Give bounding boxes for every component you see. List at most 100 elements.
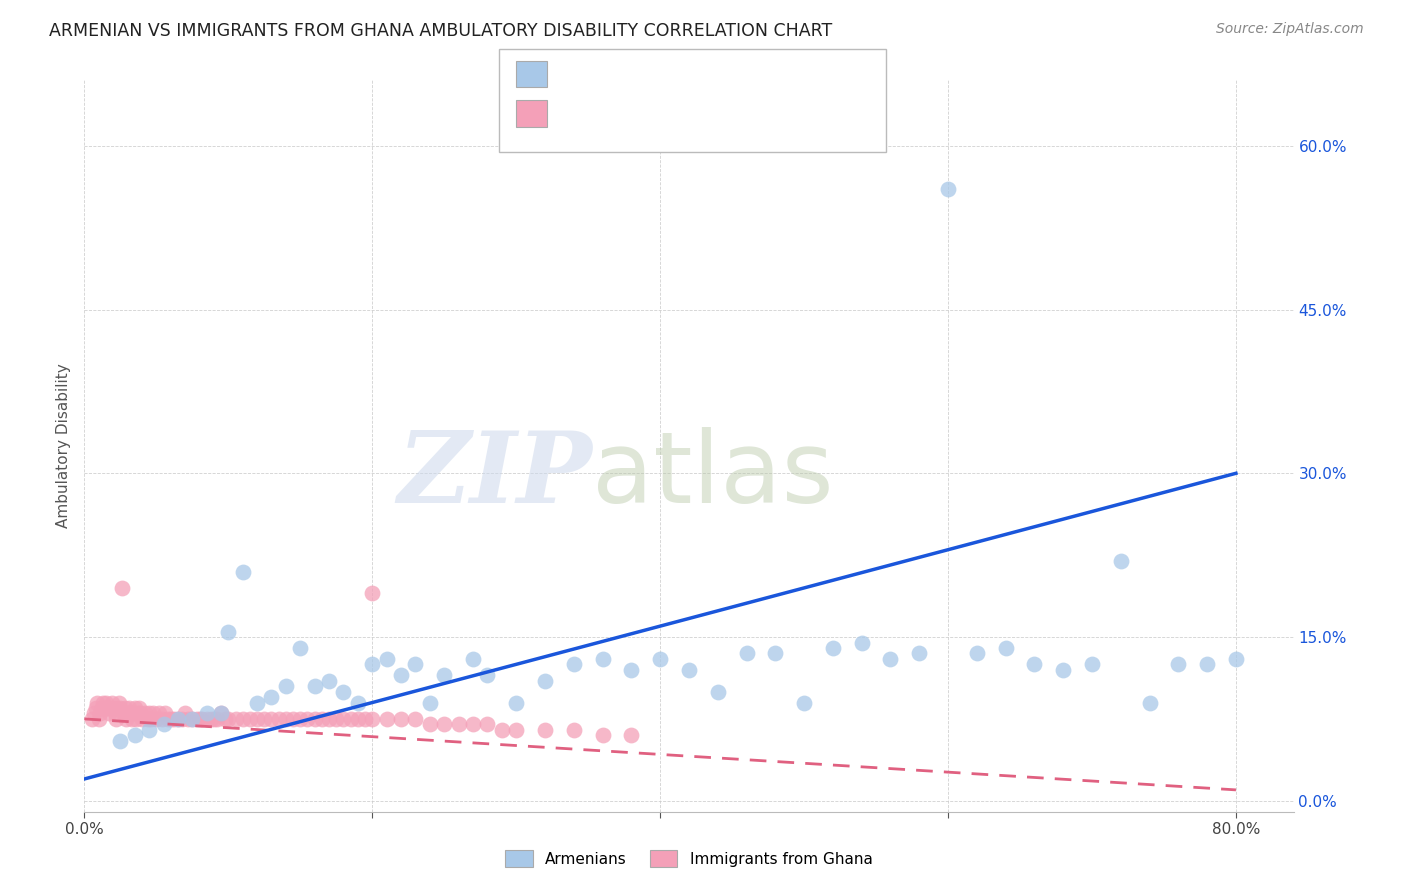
Point xyxy=(1167,657,1189,672)
Point xyxy=(678,663,700,677)
Point xyxy=(217,712,239,726)
Point xyxy=(267,712,290,726)
Point xyxy=(108,696,131,710)
Point xyxy=(325,712,347,726)
Point xyxy=(138,723,160,737)
Point xyxy=(274,679,297,693)
Point xyxy=(534,723,557,737)
Point xyxy=(121,712,143,726)
Point xyxy=(148,706,170,721)
Point xyxy=(461,717,484,731)
Point xyxy=(339,712,361,726)
Point xyxy=(159,712,181,726)
Point xyxy=(347,712,370,726)
Point xyxy=(114,701,136,715)
Point xyxy=(117,706,139,721)
Point xyxy=(205,712,228,726)
Point xyxy=(1052,663,1074,677)
Point xyxy=(592,728,614,742)
Point xyxy=(107,701,129,715)
Point xyxy=(994,640,1017,655)
Point xyxy=(91,696,114,710)
Text: 52: 52 xyxy=(735,65,761,83)
Point xyxy=(181,712,204,726)
Point xyxy=(177,712,200,726)
Point xyxy=(188,712,211,726)
Point xyxy=(620,728,643,742)
Point xyxy=(110,701,132,715)
Point xyxy=(1197,657,1219,672)
Point xyxy=(821,640,844,655)
Point xyxy=(127,706,149,721)
Point xyxy=(131,712,153,726)
Point xyxy=(134,706,156,721)
Point xyxy=(202,712,225,726)
Point xyxy=(260,690,283,704)
Point xyxy=(232,712,254,726)
Point xyxy=(195,712,218,726)
Point xyxy=(1081,657,1104,672)
Point xyxy=(195,706,218,721)
Point xyxy=(253,712,276,726)
Point xyxy=(105,712,128,726)
Point xyxy=(125,712,148,726)
Point xyxy=(90,701,112,715)
Point xyxy=(225,712,247,726)
Point xyxy=(96,701,118,715)
Point xyxy=(83,706,105,721)
Text: N =: N = xyxy=(688,104,724,122)
Point xyxy=(354,712,377,726)
Point xyxy=(477,717,499,731)
Point xyxy=(1225,652,1247,666)
Point xyxy=(167,712,190,726)
Text: -0.064: -0.064 xyxy=(606,104,671,122)
Point xyxy=(304,712,326,726)
Point xyxy=(84,701,107,715)
Point xyxy=(101,701,124,715)
Point xyxy=(80,712,103,726)
Text: 0.627: 0.627 xyxy=(606,65,662,83)
Point xyxy=(461,652,484,666)
Point xyxy=(347,696,370,710)
Point xyxy=(209,706,232,721)
Point xyxy=(172,712,194,726)
Point xyxy=(145,712,167,726)
Point xyxy=(650,652,672,666)
Point xyxy=(318,712,340,726)
Point xyxy=(274,712,297,726)
Point xyxy=(138,706,160,721)
Point xyxy=(162,712,184,726)
Point xyxy=(297,712,319,726)
Point xyxy=(404,657,426,672)
Point xyxy=(375,652,398,666)
Point xyxy=(112,706,135,721)
Text: Source: ZipAtlas.com: Source: ZipAtlas.com xyxy=(1216,22,1364,37)
Point xyxy=(592,652,614,666)
Point xyxy=(87,712,110,726)
Point xyxy=(246,696,269,710)
Point xyxy=(136,712,159,726)
Point xyxy=(1139,696,1161,710)
Point xyxy=(214,712,236,726)
Point xyxy=(332,684,354,698)
Point xyxy=(534,673,557,688)
Point xyxy=(239,712,262,726)
Point xyxy=(304,679,326,693)
Point xyxy=(505,723,527,737)
Point xyxy=(94,696,117,710)
Point xyxy=(447,717,470,731)
Point xyxy=(100,696,122,710)
Point xyxy=(793,696,815,710)
Point xyxy=(735,647,758,661)
Text: atlas: atlas xyxy=(592,426,834,524)
Y-axis label: Ambulatory Disability: Ambulatory Disability xyxy=(56,364,72,528)
Text: ARMENIAN VS IMMIGRANTS FROM GHANA AMBULATORY DISABILITY CORRELATION CHART: ARMENIAN VS IMMIGRANTS FROM GHANA AMBULA… xyxy=(49,22,832,40)
Text: N =: N = xyxy=(688,65,724,83)
Point xyxy=(1109,554,1132,568)
Point xyxy=(217,624,239,639)
Point xyxy=(1024,657,1046,672)
Text: R =: R = xyxy=(558,65,595,83)
Point xyxy=(191,712,214,726)
Point xyxy=(361,586,384,600)
Point xyxy=(174,706,197,721)
